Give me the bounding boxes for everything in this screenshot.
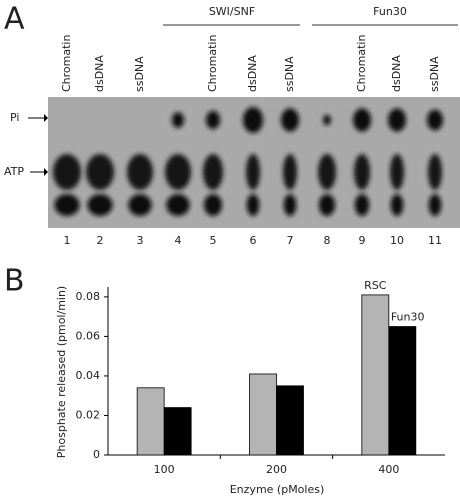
- group-label: Fun30: [373, 5, 407, 18]
- lane-label: Chromatin: [60, 35, 73, 92]
- spot: [390, 154, 404, 190]
- spot: [172, 112, 184, 128]
- spot: [165, 154, 191, 190]
- lane-number: 3: [137, 234, 144, 247]
- spot: [283, 154, 297, 190]
- arrow-head: [44, 114, 48, 122]
- spot: [243, 107, 263, 133]
- series-label: RSC: [364, 279, 387, 292]
- lane-label: dsDNA: [93, 55, 106, 92]
- spot: [283, 194, 297, 216]
- y-tick-label: 0.04: [76, 369, 101, 382]
- spot: [318, 154, 336, 190]
- lane-label: Chromatin: [206, 35, 219, 92]
- y-tick-label: 0.08: [76, 290, 101, 303]
- lane-label: Chromatin: [355, 35, 368, 92]
- spot: [323, 114, 331, 126]
- spot: [204, 194, 222, 216]
- lane-number: 9: [359, 234, 366, 247]
- panel-label: B: [4, 264, 25, 299]
- spot: [354, 154, 370, 190]
- spot: [318, 194, 336, 216]
- x-tick-label: 400: [378, 463, 399, 476]
- bar: [276, 385, 304, 456]
- lane-label: ssDNA: [283, 56, 296, 92]
- spot: [127, 154, 153, 190]
- spot: [246, 194, 260, 216]
- lane-number: 6: [250, 234, 257, 247]
- bar: [388, 326, 417, 456]
- series-label: Fun30: [391, 311, 425, 324]
- marker-label: ATP: [4, 165, 24, 178]
- x-tick-label: 100: [154, 463, 175, 476]
- panel-label: A: [4, 2, 25, 37]
- spot: [388, 108, 406, 132]
- spot: [428, 154, 442, 190]
- y-tick-label: 0.06: [76, 329, 101, 342]
- marker-label: Pi: [10, 111, 19, 124]
- bar: [361, 294, 390, 456]
- arrow-head: [44, 168, 48, 176]
- spot: [390, 194, 404, 216]
- spot: [203, 154, 223, 190]
- lane-label: ssDNA: [133, 56, 146, 92]
- spot: [54, 194, 80, 216]
- bar: [249, 373, 277, 456]
- spot: [86, 154, 114, 190]
- lane-number: 2: [97, 234, 104, 247]
- lane-number: 1: [64, 234, 71, 247]
- bar: [136, 387, 165, 456]
- lane-number: 5: [210, 234, 217, 247]
- y-axis-label: Phosphate released (pmol/min): [55, 286, 68, 458]
- spot: [281, 108, 299, 132]
- lane-number: 7: [287, 234, 294, 247]
- lane-number: 11: [428, 234, 442, 247]
- spot: [354, 194, 370, 216]
- spot: [166, 194, 190, 216]
- spot: [428, 194, 442, 216]
- spot: [53, 154, 81, 190]
- lane-number: 8: [324, 234, 331, 247]
- lane-number: 10: [390, 234, 404, 247]
- x-tick-label: 200: [266, 463, 287, 476]
- spot: [246, 154, 260, 190]
- group-label: SWI/SNF: [209, 5, 255, 18]
- spot: [353, 108, 371, 132]
- spot: [87, 194, 113, 216]
- y-tick-label: 0.02: [76, 408, 101, 421]
- gel-spots: [53, 107, 443, 216]
- spot: [427, 109, 443, 131]
- lane-number: 4: [175, 234, 182, 247]
- spot: [128, 194, 152, 216]
- y-tick-label: 0: [93, 448, 100, 461]
- bar: [163, 407, 192, 456]
- spot: [206, 110, 220, 130]
- lane-label: dsDNA: [390, 55, 403, 92]
- lane-label: ssDNA: [428, 56, 441, 92]
- lane-label: dsDNA: [246, 55, 259, 92]
- x-axis-label: Enzyme (pMoles): [230, 483, 325, 496]
